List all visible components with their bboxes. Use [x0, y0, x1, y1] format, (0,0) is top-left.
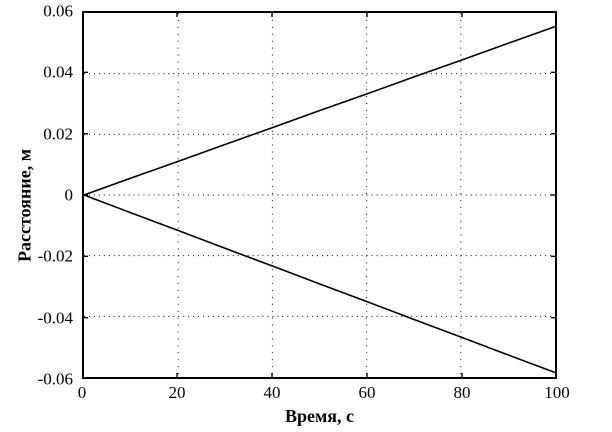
x-tick-label: 60 — [358, 383, 376, 402]
y-tick-label: 0.02 — [43, 124, 73, 144]
plot-area — [82, 11, 557, 379]
x-tick-label: 80 — [453, 383, 471, 402]
y-tick-label: -0.06 — [37, 369, 73, 389]
y-tick-label: -0.02 — [37, 246, 73, 266]
data-series-upper-boundary — [83, 25, 556, 196]
data-lines — [83, 25, 556, 374]
y-axis-tick-labels: -0.06 -0.04 -0.02 0 0.02 0.04 0.06 — [0, 3, 74, 388]
data-series-lower-boundary — [83, 194, 556, 374]
x-axis-title: Время, с — [285, 406, 354, 426]
y-tick-label: 0 — [64, 185, 74, 205]
x-tick-label: 20 — [168, 383, 186, 402]
y-tick-label: -0.04 — [37, 308, 73, 328]
x-axis-tick-labels: 0 20 40 60 80 100 — [78, 383, 570, 408]
y-tick-label: 0.06 — [43, 1, 73, 21]
x-tick-label: 100 — [544, 383, 570, 402]
x-tick-label: 0 — [77, 383, 87, 402]
grid-lines — [84, 13, 555, 377]
y-tick-label: 0.04 — [43, 62, 73, 82]
x-tick-label: 40 — [263, 383, 281, 402]
